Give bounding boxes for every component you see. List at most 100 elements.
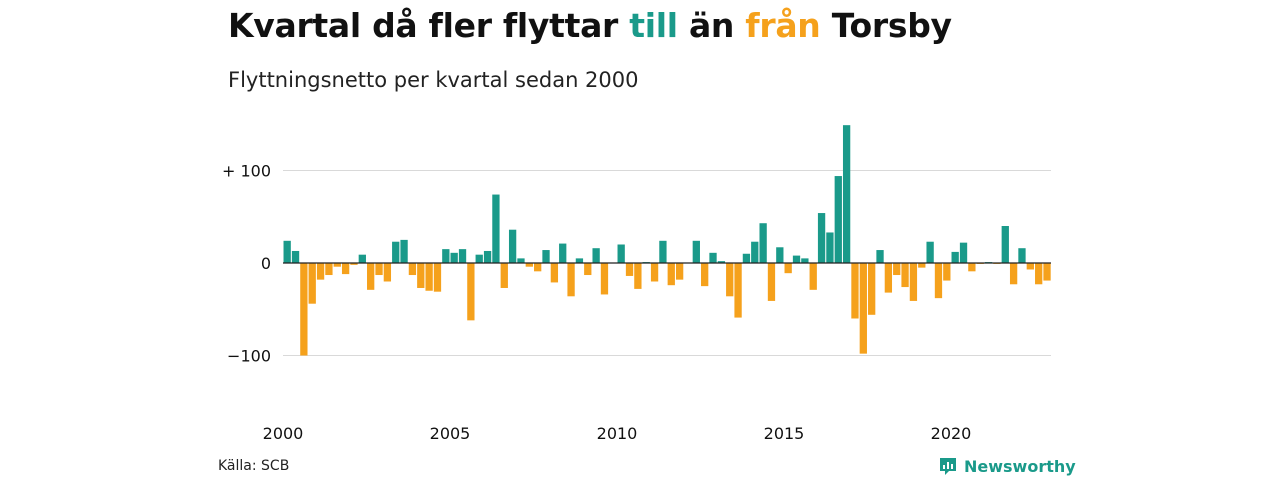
bar-2007-q2 xyxy=(525,263,533,267)
bar-2019-q1 xyxy=(918,263,926,268)
bar-2022-q2 xyxy=(1026,263,1034,270)
bar-2008-q3 xyxy=(567,263,575,297)
bar-2010-q3 xyxy=(634,263,642,289)
bar-2008-q2 xyxy=(559,243,567,263)
bar-2000-q4 xyxy=(308,263,316,304)
bar-2013-q4 xyxy=(742,253,751,263)
x-tick-label: 2010 xyxy=(597,424,638,443)
bar-2014-q3 xyxy=(767,263,776,301)
bar-2007-q1 xyxy=(517,258,525,264)
bar-2007-q3 xyxy=(534,263,542,272)
title-till: till xyxy=(629,6,678,45)
bar-2002-q1 xyxy=(350,263,358,265)
y-tick-label: 0 xyxy=(261,254,271,273)
bar-2007-q4 xyxy=(542,250,550,263)
bar-2017-q3 xyxy=(868,263,876,315)
bar-2016-q4 xyxy=(842,125,851,263)
bar-2011-q1 xyxy=(650,263,659,282)
bar-2002-q4 xyxy=(375,263,383,276)
bar-2014-q2 xyxy=(759,223,767,263)
bar-2020-q2 xyxy=(959,242,968,263)
bar-2009-q1 xyxy=(584,263,592,276)
bar-2001-q3 xyxy=(333,263,341,267)
bar-2005-q2 xyxy=(458,249,467,264)
bar-2012-q2 xyxy=(692,240,700,263)
bar-2011-q4 xyxy=(675,263,684,280)
title-part-1: Kvartal då fler flyttar xyxy=(228,6,630,45)
bar-2001-q2 xyxy=(325,263,333,276)
bar-2016-q3 xyxy=(834,176,842,263)
x-tick-label: 2020 xyxy=(931,424,972,443)
y-tick-label: + 100 xyxy=(222,162,271,181)
bar-2015-q2 xyxy=(792,255,801,263)
bar-2011-q2 xyxy=(659,240,667,263)
bar-2017-q4 xyxy=(876,250,884,263)
bar-2018-q2 xyxy=(893,263,901,276)
bar-2012-q3 xyxy=(701,263,709,287)
bar-2013-q2 xyxy=(726,263,734,297)
bar-2009-q2 xyxy=(592,248,600,263)
x-tick-label: 2000 xyxy=(263,424,304,443)
bar-2018-q4 xyxy=(909,263,918,301)
brand-name: Newsworthy xyxy=(964,456,1076,476)
bar-2010-q1 xyxy=(617,244,625,263)
bar-2006-q4 xyxy=(508,229,517,263)
bar-2000-q3 xyxy=(300,263,308,356)
bar-2016-q1 xyxy=(817,213,826,263)
bar-2004-q2 xyxy=(425,263,433,291)
bar-2006-q3 xyxy=(500,263,508,288)
bar-2012-q4 xyxy=(709,252,717,263)
bar-2004-q4 xyxy=(442,249,450,264)
bar-2000-q2 xyxy=(291,250,300,263)
bar-2006-q2 xyxy=(492,194,500,263)
bar-2019-q4 xyxy=(943,263,951,281)
y-tick-label: −100 xyxy=(227,347,271,366)
bar-2019-q2 xyxy=(926,241,934,263)
bar-2015-q3 xyxy=(801,258,809,264)
title-part-5: Torsby xyxy=(820,6,952,45)
bar-2003-q3 xyxy=(400,239,408,264)
bar-2005-q1 xyxy=(450,252,458,263)
bar-2001-q4 xyxy=(341,263,350,275)
newsworthy-logo-icon xyxy=(940,458,956,475)
page-title: Kvartal då fler flyttar till än från Tor… xyxy=(228,6,952,45)
bar-2020-q3 xyxy=(968,263,976,272)
bar-2015-q1 xyxy=(784,263,792,274)
bar-2014-q4 xyxy=(776,247,784,264)
bar-2013-q3 xyxy=(734,263,742,318)
bar-2016-q2 xyxy=(826,232,834,263)
bar-2010-q2 xyxy=(625,263,634,276)
bar-2009-q3 xyxy=(600,263,609,295)
bar-2013-q1 xyxy=(717,261,726,263)
bar-2021-q3 xyxy=(1001,226,1009,263)
chart-subtitle: Flyttningsnetto per kvartal sedan 2000 xyxy=(228,68,639,92)
bar-2000-q1 xyxy=(283,240,291,263)
bar-2008-q4 xyxy=(575,258,584,264)
bars xyxy=(283,125,1051,356)
bar-2014-q1 xyxy=(751,241,759,263)
bar-2011-q3 xyxy=(667,263,675,286)
bar-2015-q4 xyxy=(809,263,817,290)
x-tick-label: 2005 xyxy=(430,424,471,443)
bar-2022-q4 xyxy=(1043,263,1051,281)
source-label: Källa: SCB xyxy=(218,458,290,474)
gridlines xyxy=(283,170,1051,356)
bar-2021-q4 xyxy=(1009,263,1018,285)
bar-2008-q1 xyxy=(550,263,559,283)
bar-2004-q1 xyxy=(417,263,425,288)
bar-2022-q1 xyxy=(1018,248,1026,263)
bar-2001-q1 xyxy=(316,263,325,280)
bar-2003-q2 xyxy=(392,241,400,263)
bar-2005-q4 xyxy=(475,254,483,264)
bar-2003-q1 xyxy=(383,263,392,282)
title-fran: från xyxy=(745,6,821,45)
x-tick-label: 2015 xyxy=(764,424,805,443)
newsworthy-logo: Newsworthy xyxy=(938,456,1076,476)
bar-2002-q3 xyxy=(367,263,375,290)
bar-2004-q3 xyxy=(433,263,442,292)
bar-2018-q1 xyxy=(884,263,893,293)
bar-2019-q3 xyxy=(934,263,943,299)
bar-2022-q3 xyxy=(1035,263,1043,285)
bar-2006-q1 xyxy=(483,250,492,263)
